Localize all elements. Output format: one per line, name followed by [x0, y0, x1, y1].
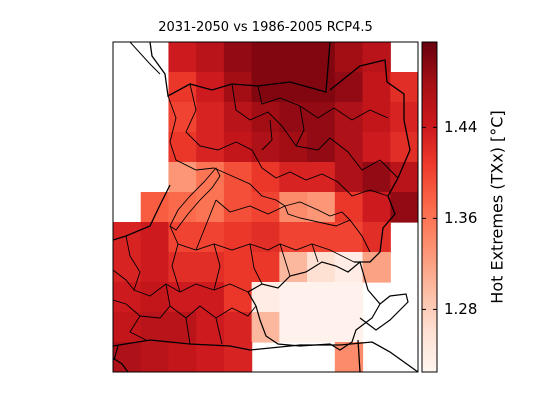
grid-cell: [196, 282, 225, 313]
grid-cell: [362, 42, 391, 73]
grid-cell: [334, 72, 364, 103]
grid-cell: [307, 72, 336, 103]
grid-cell: [223, 252, 253, 283]
grid-cell: [223, 222, 253, 253]
grid-cell: [196, 252, 225, 283]
grid-cell: [307, 42, 336, 73]
grid-cell: [196, 222, 225, 253]
colorbar: [421, 41, 438, 373]
grid-cell: [279, 282, 308, 313]
grid-cell: [334, 282, 364, 313]
kenya-border-east: [359, 293, 409, 331]
grid-cell: [168, 282, 197, 313]
grid-cell: [334, 312, 364, 343]
grid-cell: [223, 72, 253, 103]
grid-cell: [251, 252, 280, 283]
grid-cell: [223, 102, 253, 133]
grid-cell: [196, 42, 225, 73]
grid-cell: [196, 342, 225, 372]
grid-cell: [390, 132, 418, 163]
colorbar-label: Hot Extremes (TXx) [°C]: [487, 110, 507, 304]
grid-cell: [223, 312, 253, 343]
grid-cell: [223, 162, 253, 193]
grid-cell: [279, 192, 308, 223]
grid-cell: [251, 132, 280, 163]
grid-cell: [140, 252, 170, 283]
colorbar-tick-label: 1.36: [444, 209, 478, 228]
grid-cell: [251, 282, 280, 313]
grid-cell: [279, 102, 308, 133]
grid-cell: [113, 312, 142, 343]
grid-cell: [223, 42, 253, 73]
grid-cell: [113, 222, 142, 253]
chart-title: 2031-2050 vs 1986-2005 RCP4.5: [158, 20, 373, 35]
district-lines: [113, 83, 399, 345]
grid-cell: [251, 72, 280, 103]
grid-cell: [251, 222, 280, 253]
grid-cell: [140, 222, 170, 253]
grid-cell: [307, 282, 336, 313]
grid-cell: [390, 162, 418, 193]
grid-cell: [251, 192, 280, 223]
map-axes-frame: [112, 41, 419, 373]
grid-cell: [307, 102, 336, 133]
grid-cell: [279, 72, 308, 103]
grid-cell: [279, 162, 308, 193]
grid-cell: [307, 162, 336, 193]
grid-cell: [223, 342, 253, 372]
grid-cell: [334, 162, 364, 193]
grid-cell: [334, 42, 364, 73]
grid-cell: [390, 192, 418, 223]
grid-cell: [168, 132, 197, 163]
grid-cell: [334, 192, 364, 223]
grid-cell: [362, 252, 391, 283]
grid-cell: [279, 42, 308, 73]
grid-cell: [362, 222, 391, 253]
lake-victoria-shore: [247, 260, 381, 351]
grid-cell: [362, 132, 391, 163]
grid-cell: [196, 132, 225, 163]
grid-cell: [223, 192, 253, 223]
grid-cell: [251, 42, 280, 73]
sw-edge-line: [113, 345, 129, 372]
grid-cell: [168, 252, 197, 283]
grid-cell: [334, 222, 364, 253]
grid-cell: [113, 282, 142, 313]
grid-cell: [307, 312, 336, 343]
country-border: [113, 42, 411, 263]
grid-cell: [140, 342, 170, 372]
district-borders: [113, 42, 418, 372]
grid-cell: [168, 312, 197, 343]
nw-border: [129, 42, 161, 75]
grid-cell: [307, 252, 336, 283]
grid-cell: [362, 192, 391, 223]
grid-cell: [334, 132, 364, 163]
grid-cell: [196, 312, 225, 343]
grid-cell: [307, 222, 336, 253]
colorbar-tick-label: 1.44: [444, 118, 478, 137]
colorbar-label-wrap: Hot Extremes (TXx) [°C]: [487, 42, 507, 372]
grid-cell: [196, 102, 225, 133]
grid-cell: [196, 162, 225, 193]
lake-albert-shore: [169, 167, 221, 231]
grid-cell: [223, 282, 253, 313]
grid-cell: [140, 282, 170, 313]
grid-cell: [279, 222, 308, 253]
grid-cell: [251, 312, 280, 343]
grid-cell: [279, 312, 308, 343]
grid-cell: [168, 342, 197, 372]
grid-cell: [168, 162, 197, 193]
colorbar-ticks: [422, 126, 437, 310]
grid-cell: [168, 222, 197, 253]
grid-cell: [168, 192, 197, 223]
colorbar-tick-label: 1.28: [444, 300, 478, 319]
grid-cell: [223, 132, 253, 163]
grid-cell: [168, 42, 197, 73]
grid-cell: [334, 102, 364, 133]
grid-cell: [196, 192, 225, 223]
southern-border: [113, 339, 418, 372]
